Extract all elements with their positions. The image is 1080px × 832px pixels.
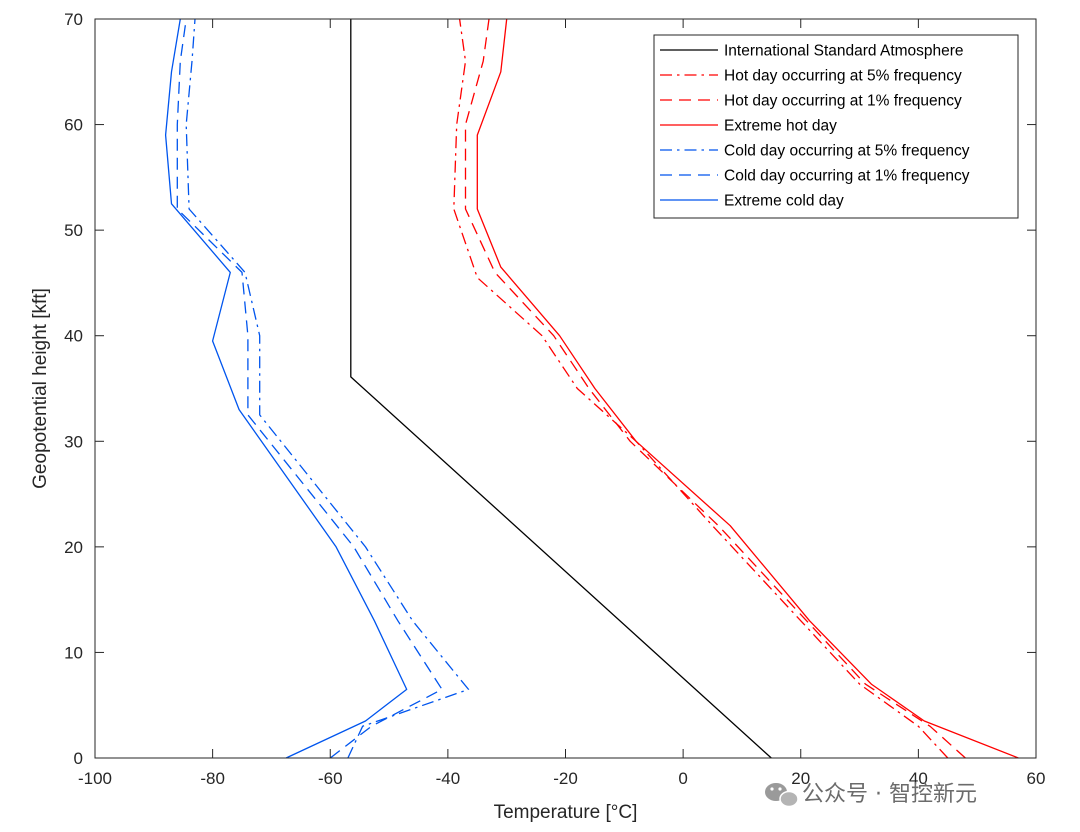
x-axis-label: Temperature [°C]: [494, 802, 638, 823]
x-tick-label: -80: [200, 769, 225, 788]
legend-box: [653, 34, 1019, 219]
x-tick-label: 20: [791, 769, 810, 788]
x-tick-label: 60: [1027, 769, 1046, 788]
legend-entry-label: Cold day occurring at 1% frequency: [724, 168, 970, 185]
series-layer: [164, 18, 1019, 759]
y-axis-label: Geopotential height [kft]: [30, 288, 51, 489]
legend-entry-label: Extreme cold day: [724, 193, 844, 210]
y-tick-label: 10: [64, 643, 83, 662]
legend-entry-label: Hot day occurring at 5% frequency: [724, 68, 962, 85]
series-line-1: [350, 19, 772, 759]
y-tick-label: 50: [64, 221, 83, 240]
series-line-6: [176, 18, 443, 759]
legend-entry-label: Cold day occurring at 5% frequency: [724, 143, 970, 160]
legend-entry-label: Hot day occurring at 1% frequency: [724, 93, 962, 110]
series-line-4: [476, 18, 1019, 759]
y-tick-label: 0: [74, 749, 83, 768]
y-tick-label: 70: [64, 10, 83, 29]
y-tick-label: 60: [64, 116, 83, 135]
y-tick-label: 20: [64, 538, 83, 557]
series-line-7: [164, 18, 408, 759]
x-tick-label: -40: [436, 769, 461, 788]
x-tick-label: -100: [78, 769, 112, 788]
y-tick-label: 30: [64, 432, 83, 451]
x-tick-label: -60: [318, 769, 343, 788]
series-line-2: [453, 18, 949, 759]
ticks-layer: -100 -80 -60 -40 -20 0 20 40 60 0 10 20 30 40 50 60 70: [64, 10, 1045, 788]
legend: International Standard Atmosphere Hot day…: [653, 34, 1019, 219]
series-line-3: [464, 18, 966, 759]
series-line-5: [185, 18, 470, 759]
watermark-text: 公众号 · 智控新元: [802, 782, 977, 807]
x-tick-label: 40: [909, 769, 928, 788]
wechat-icon: [765, 783, 799, 808]
x-tick-label: -20: [553, 769, 578, 788]
legend-entry-label: Extreme hot day: [724, 118, 837, 135]
watermark: 公众号 · 智控新元: [765, 782, 977, 808]
legend-entry-label: International Standard Atmosphere: [724, 43, 964, 60]
x-tick-label: 0: [678, 769, 687, 788]
y-tick-label: 40: [64, 327, 83, 346]
